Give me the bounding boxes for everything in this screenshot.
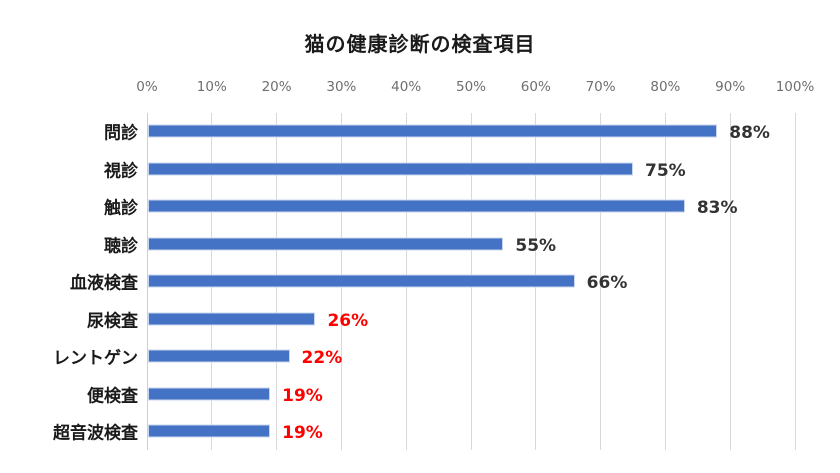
gridline [664, 113, 666, 450]
value-label: 19% [282, 423, 323, 443]
value-label: 19% [282, 385, 323, 406]
x-tick-label: 10% [196, 79, 227, 95]
bar [148, 387, 271, 400]
chart-title: 猫の健康診断の検査項目 [304, 32, 536, 56]
category-label: レントゲン [53, 348, 138, 369]
gridline [600, 113, 602, 450]
x-tick-label: 80% [650, 79, 681, 95]
category-label: 触診 [104, 198, 138, 219]
value-label: 88% [729, 123, 770, 143]
bar [148, 124, 718, 138]
category-label: 尿検査 [87, 311, 138, 331]
bar [148, 312, 316, 325]
x-tick-label: 40% [391, 79, 422, 95]
bar [148, 349, 290, 363]
bar [148, 199, 685, 213]
x-tick-label: 30% [326, 79, 357, 95]
x-tick-label: 20% [261, 79, 292, 95]
value-label: 26% [327, 310, 369, 331]
value-label: 66% [586, 273, 628, 293]
bar [148, 237, 504, 250]
category-label: 問診 [104, 123, 138, 144]
category-label: 視診 [104, 161, 138, 181]
gridline [794, 113, 796, 450]
x-tick-label: 60% [520, 79, 551, 95]
value-label: 22% [301, 348, 343, 368]
x-tick-label: 90% [715, 79, 746, 95]
x-tick-label: 70% [585, 79, 616, 95]
category-label: 聴診 [104, 236, 138, 256]
x-tick-label: 100% [775, 79, 815, 95]
value-label: 55% [515, 235, 557, 256]
value-label: 83% [696, 198, 738, 218]
gridline [729, 113, 731, 450]
bar [148, 162, 633, 175]
bar [148, 424, 271, 438]
category-label: 便検査 [87, 386, 138, 406]
bar [148, 274, 575, 288]
y-axis-line [146, 113, 148, 450]
x-tick-label: 0% [136, 79, 158, 95]
category-label: 血液検査 [70, 273, 138, 294]
x-tick-label: 50% [455, 79, 487, 95]
value-label: 75% [645, 160, 686, 181]
category-label: 超音波検査 [53, 423, 138, 444]
